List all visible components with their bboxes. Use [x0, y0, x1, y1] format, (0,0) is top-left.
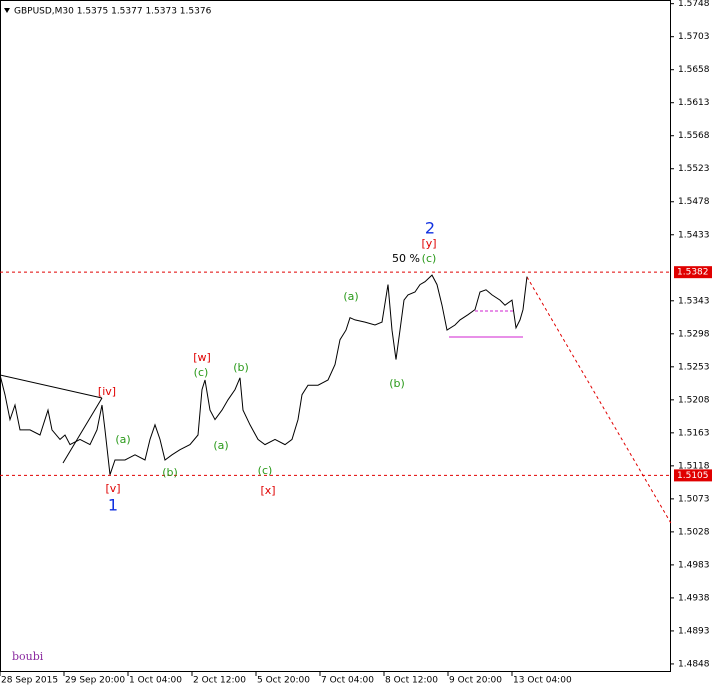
x-tick-label: 28 Sep 2015: [1, 676, 58, 686]
wave-label: (a): [213, 439, 228, 452]
wave-label: (b): [162, 466, 178, 479]
y-tick-label: 1.4893: [678, 626, 710, 636]
wave-label: 1: [108, 496, 118, 515]
y-tick-label: 1.5433: [678, 230, 710, 240]
x-tick-label: 1 Oct 04:00: [129, 676, 182, 686]
y-tick-label: 1.5658: [678, 65, 710, 75]
wave-label: [x]: [260, 484, 275, 497]
title-arrow: [4, 8, 10, 13]
y-tick-label: 1.4848: [678, 659, 710, 669]
x-tick-label: 7 Oct 04:00: [321, 676, 374, 686]
price-line: [0, 274, 528, 475]
wave-label: [v]: [105, 482, 120, 495]
y-tick-label: 1.5703: [678, 32, 710, 42]
chart-title: GBPUSD,M30 1.5375 1.5377 1.5373 1.5376: [14, 7, 212, 17]
y-tick-label: 1.5253: [678, 362, 710, 372]
y-tick-label: 1.5478: [678, 197, 710, 207]
wave-label: (c): [422, 252, 437, 265]
wave-label: (b): [233, 361, 249, 374]
wave-label: 50 %: [392, 252, 420, 265]
wave-label: [iv]: [98, 385, 116, 398]
level-box: [674, 266, 712, 279]
level-label: 1.5382: [677, 268, 709, 278]
wave-label: (a): [343, 290, 358, 303]
y-tick-label: 1.5748: [678, 0, 710, 9]
wave-label: [y]: [421, 237, 436, 250]
trend-line: [62, 397, 103, 464]
wave-label: (b): [389, 377, 405, 390]
y-tick-label: 1.5523: [678, 164, 710, 174]
y-tick-label: 1.5208: [678, 395, 710, 405]
level-box: [674, 469, 712, 482]
wave-label: [w]: [193, 351, 211, 364]
y-tick-label: 1.4983: [678, 560, 710, 570]
level-label: 1.5105: [677, 471, 709, 481]
y-tick-label: 1.5028: [678, 527, 710, 537]
wave-label: (c): [194, 366, 209, 379]
plot-frame: [0, 0, 671, 672]
wave-label: 2: [425, 219, 435, 238]
y-tick-label: 1.5163: [678, 428, 710, 438]
y-tick-label: 1.5613: [678, 98, 710, 108]
x-tick-label: 5 Oct 20:00: [257, 676, 310, 686]
wave-label: (a): [115, 433, 130, 446]
trend-line: [0, 374, 103, 399]
y-tick-label: 1.5568: [678, 131, 710, 141]
x-tick-label: 13 Oct 04:00: [513, 676, 572, 686]
watermark: boubi: [12, 650, 44, 663]
x-tick-label: 2 Oct 12:00: [193, 676, 246, 686]
wave-label: (c): [258, 464, 273, 477]
y-tick-label: 1.4938: [678, 593, 710, 603]
x-tick-label: 29 Sep 20:00: [65, 676, 125, 686]
y-tick-label: 1.5343: [678, 296, 710, 306]
x-tick-label: 9 Oct 20:00: [449, 676, 502, 686]
x-tick-label: 8 Oct 12:00: [385, 676, 438, 686]
y-tick-label: 1.5298: [678, 329, 710, 339]
y-tick-label: 1.5073: [678, 494, 710, 504]
y-tick-label: 1.5118: [678, 461, 710, 471]
